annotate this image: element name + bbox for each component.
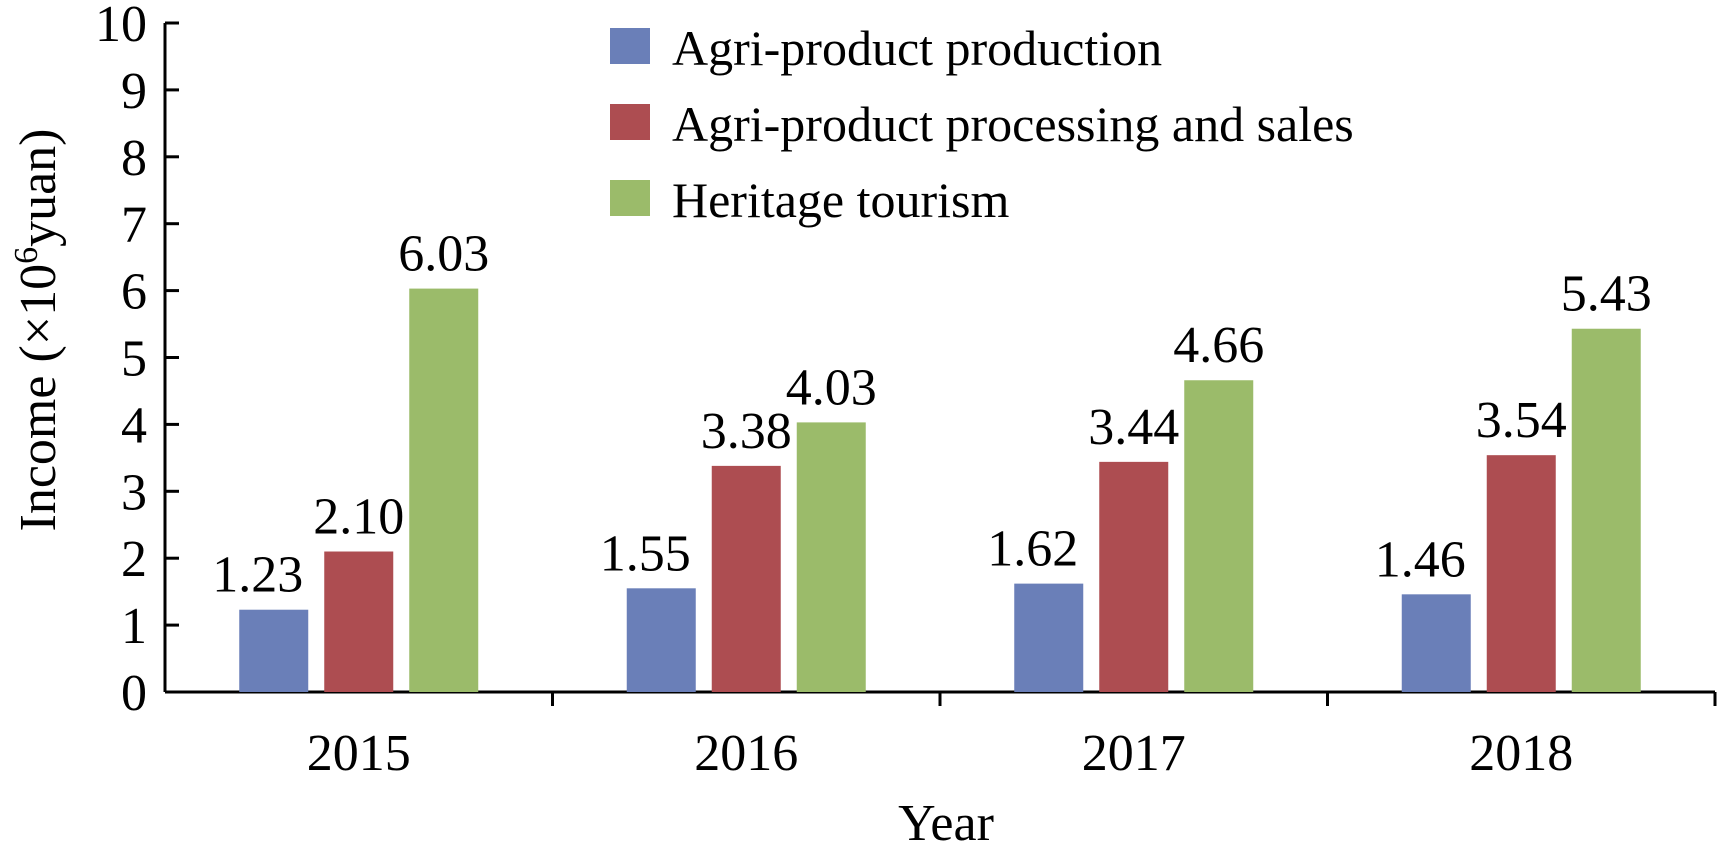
legend-swatch-0 <box>610 28 650 64</box>
data-label-series1-2015: 2.10 <box>313 489 404 546</box>
bar-series1-2016 <box>711 465 781 692</box>
y-tick-label: 9 <box>121 63 147 120</box>
data-label-series0-2015: 1.23 <box>212 547 303 604</box>
data-label-series0-2018: 1.46 <box>1375 531 1466 588</box>
legend-label-0: Agri-product production <box>672 20 1162 76</box>
bar-series0-2016 <box>626 588 696 692</box>
data-label-series2-2016: 4.03 <box>786 359 877 416</box>
data-label-series1-2016: 3.38 <box>701 403 792 460</box>
y-tick-label: 8 <box>121 130 147 187</box>
bar-series0-2018 <box>1401 594 1471 692</box>
x-tick-label-2018: 2018 <box>1469 725 1573 782</box>
x-axis-title: Year <box>898 795 994 852</box>
y-tick-label: 6 <box>121 264 147 321</box>
legend-label-2: Heritage tourism <box>672 172 1010 228</box>
data-label-series1-2017: 3.44 <box>1088 399 1179 456</box>
y-tick-label: 0 <box>121 665 147 722</box>
bar-series2-2016 <box>796 422 866 692</box>
legend-label-1: Agri-product processing and sales <box>672 96 1354 152</box>
bar-series2-2015 <box>409 288 479 692</box>
data-label-series2-2018: 5.43 <box>1561 266 1652 323</box>
x-tick-label-2016: 2016 <box>694 725 798 782</box>
data-label-series0-2017: 1.62 <box>987 521 1078 578</box>
legend: Agri-product production Agri-product proc… <box>610 20 1354 228</box>
bar-series2-2018 <box>1571 328 1641 692</box>
y-axis-title-sup: 6 <box>8 247 45 264</box>
bar-series1-2015 <box>324 551 394 692</box>
y-tick-label: 3 <box>121 464 147 521</box>
y-axis-title-suffix: yuan) <box>10 129 67 247</box>
bars <box>239 288 1641 692</box>
y-axis-title: Income (×106yuan) <box>8 129 67 532</box>
y-tick-label: 1 <box>121 598 147 655</box>
y-tick-label: 4 <box>121 397 147 454</box>
bar-series2-2017 <box>1184 380 1254 692</box>
data-label-series2-2015: 6.03 <box>398 226 489 283</box>
bar-series0-2017 <box>1014 583 1084 692</box>
bar-series1-2018 <box>1486 455 1556 692</box>
y-tick-label: 7 <box>121 197 147 254</box>
bar-series0-2015 <box>239 609 309 692</box>
y-axis-title-prefix: Income (×10 <box>10 264 67 532</box>
bar-series1-2017 <box>1099 461 1169 692</box>
axes: 0 1 2 3 4 5 6 7 8 9 10 2015 2016 2017 2018 <box>95 0 1717 782</box>
y-tick-label: 10 <box>95 0 147 53</box>
legend-swatch-1 <box>610 104 650 140</box>
data-label-series2-2017: 4.66 <box>1173 317 1264 374</box>
y-tick-label: 5 <box>121 331 147 388</box>
y-tick-label: 2 <box>121 531 147 588</box>
data-label-series0-2016: 1.55 <box>600 525 691 582</box>
x-tick-label-2015: 2015 <box>307 725 411 782</box>
x-tick-label-2017: 2017 <box>1082 725 1186 782</box>
legend-swatch-2 <box>610 180 650 216</box>
data-label-series1-2018: 3.54 <box>1476 392 1567 449</box>
data-labels: 1.23 1.55 1.62 1.46 2.10 3.38 3.44 3.54 6.03 4.03… <box>212 226 1652 604</box>
